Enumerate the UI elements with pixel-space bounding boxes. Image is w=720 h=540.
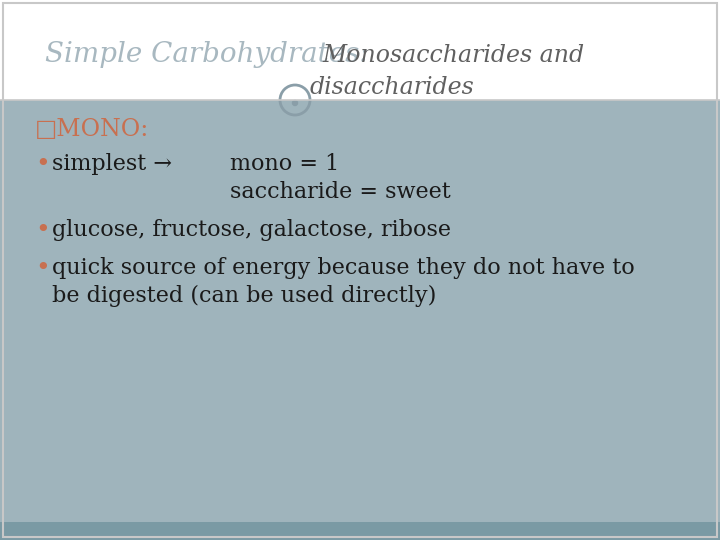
- Text: mono = 1: mono = 1: [230, 153, 339, 175]
- Text: Monosaccharides and: Monosaccharides and: [322, 44, 584, 66]
- Text: □MONO:: □MONO:: [35, 118, 149, 141]
- Text: quick source of energy because they do not have to: quick source of energy because they do n…: [52, 257, 635, 279]
- Bar: [0, 0, 720, 100]
- Text: disaccharides: disaccharides: [310, 77, 474, 99]
- Text: be digested (can be used directly): be digested (can be used directly): [52, 285, 436, 307]
- Text: •: •: [35, 257, 50, 280]
- Bar: [0, 522, 720, 540]
- Text: saccharide = sweet: saccharide = sweet: [230, 181, 451, 203]
- Text: •: •: [35, 219, 50, 242]
- Text: simplest →: simplest →: [52, 153, 172, 175]
- Bar: [0, 100, 720, 522]
- Text: Simple Carbohydrates:: Simple Carbohydrates:: [45, 42, 369, 69]
- Text: glucose, fructose, galactose, ribose: glucose, fructose, galactose, ribose: [52, 219, 451, 241]
- Circle shape: [292, 100, 297, 105]
- Text: •: •: [35, 153, 50, 176]
